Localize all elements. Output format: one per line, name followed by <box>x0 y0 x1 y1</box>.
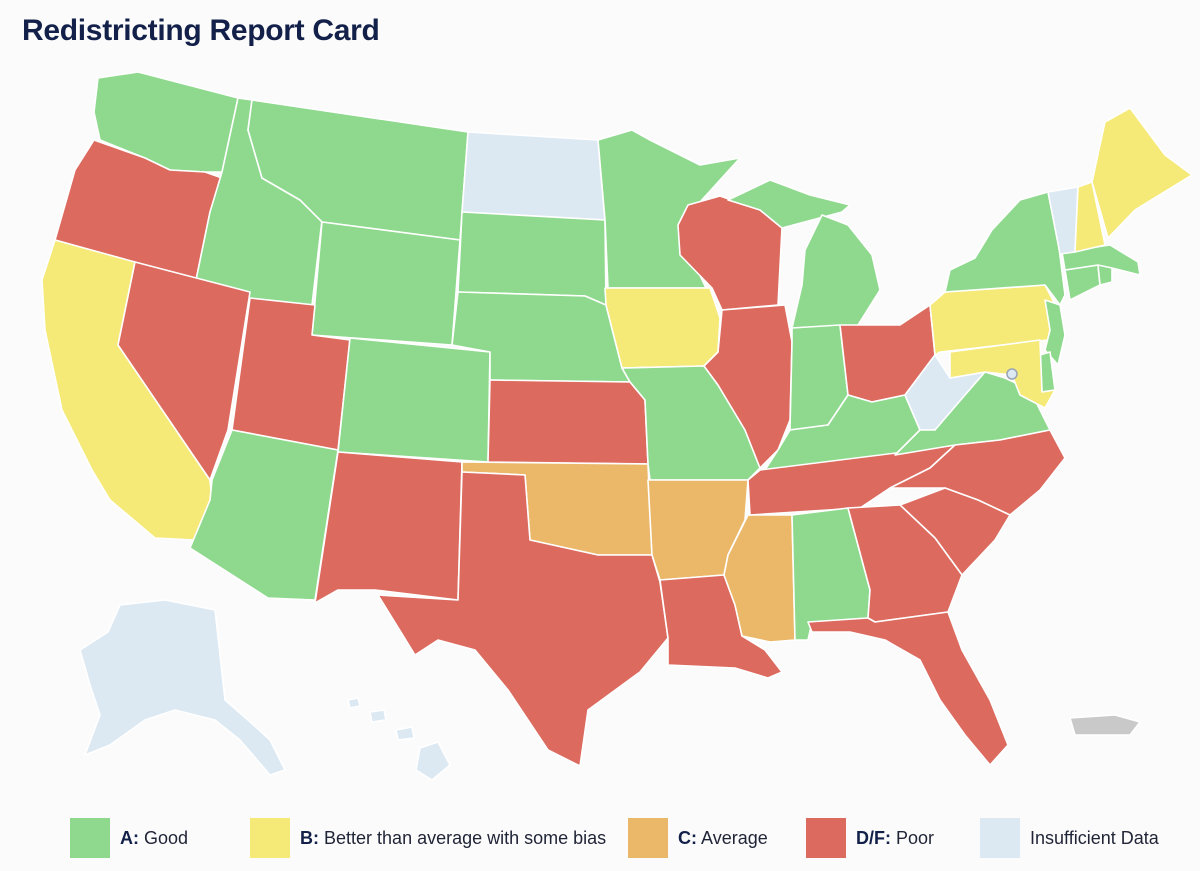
state-ks[interactable] <box>487 379 649 465</box>
legend-item: B: Better than average with some bias <box>250 818 606 858</box>
state-tx[interactable] <box>377 471 669 767</box>
state-mi-upper[interactable] <box>727 179 851 229</box>
legend-text: Better than average with some bias <box>324 827 607 848</box>
legend-text: Average <box>701 827 768 848</box>
state-dc-marker[interactable] <box>1006 368 1018 380</box>
state-ia[interactable] <box>604 287 721 369</box>
state-nv[interactable] <box>117 261 251 481</box>
state-mi-lower[interactable] <box>791 214 881 329</box>
state-hi-kauai[interactable] <box>347 697 361 709</box>
state-sd[interactable] <box>457 211 607 306</box>
legend-swatch <box>806 818 846 858</box>
state-nm[interactable] <box>314 451 463 604</box>
state-hi-maui[interactable] <box>395 726 415 741</box>
state-wy[interactable] <box>311 221 461 346</box>
territory-pr[interactable] <box>1069 714 1141 736</box>
legend-label: D/F: Poor <box>856 828 934 849</box>
page-title: Redistricting Report Card <box>22 14 380 47</box>
legend-label: Insufficient Data <box>1030 828 1159 849</box>
legend-grade: A: <box>120 827 139 848</box>
state-il[interactable] <box>703 304 793 469</box>
legend-item: Insufficient Data <box>980 818 1159 858</box>
us-map <box>41 71 1193 781</box>
state-ct[interactable] <box>1064 264 1101 301</box>
legend-item: A: Good <box>70 818 188 858</box>
legend-grade: D/F: <box>856 827 891 848</box>
legend-label: C: Average <box>678 828 768 849</box>
state-hi-oahu[interactable] <box>369 709 387 723</box>
state-ma[interactable] <box>1061 244 1141 276</box>
legend-swatch <box>70 818 110 858</box>
state-nj[interactable] <box>1044 299 1066 366</box>
legend-label: B: Better than average with some bias <box>300 828 606 849</box>
legend-swatch <box>628 818 668 858</box>
legend-grade: C: <box>678 827 697 848</box>
state-nh[interactable] <box>1074 181 1106 253</box>
state-me[interactable] <box>1091 107 1193 239</box>
state-nd[interactable] <box>461 131 606 221</box>
state-md[interactable] <box>949 339 1056 409</box>
legend-swatch <box>250 818 290 858</box>
legend-label: A: Good <box>120 828 188 849</box>
state-fl[interactable] <box>807 611 1009 766</box>
state-ak[interactable] <box>79 599 286 776</box>
legend-swatch <box>980 818 1020 858</box>
state-co[interactable] <box>337 337 491 463</box>
legend-item: D/F: Poor <box>806 818 934 858</box>
legend-grade: B: <box>300 827 319 848</box>
state-hi-big[interactable] <box>415 741 451 781</box>
legend-text: Good <box>144 827 189 848</box>
map-legend: A: Good B: Better than average with some … <box>0 812 1200 862</box>
legend-text: Poor <box>896 827 935 848</box>
state-ny[interactable] <box>944 191 1066 306</box>
legend-text: Insufficient Data <box>1030 827 1159 848</box>
legend-item: C: Average <box>628 818 768 858</box>
